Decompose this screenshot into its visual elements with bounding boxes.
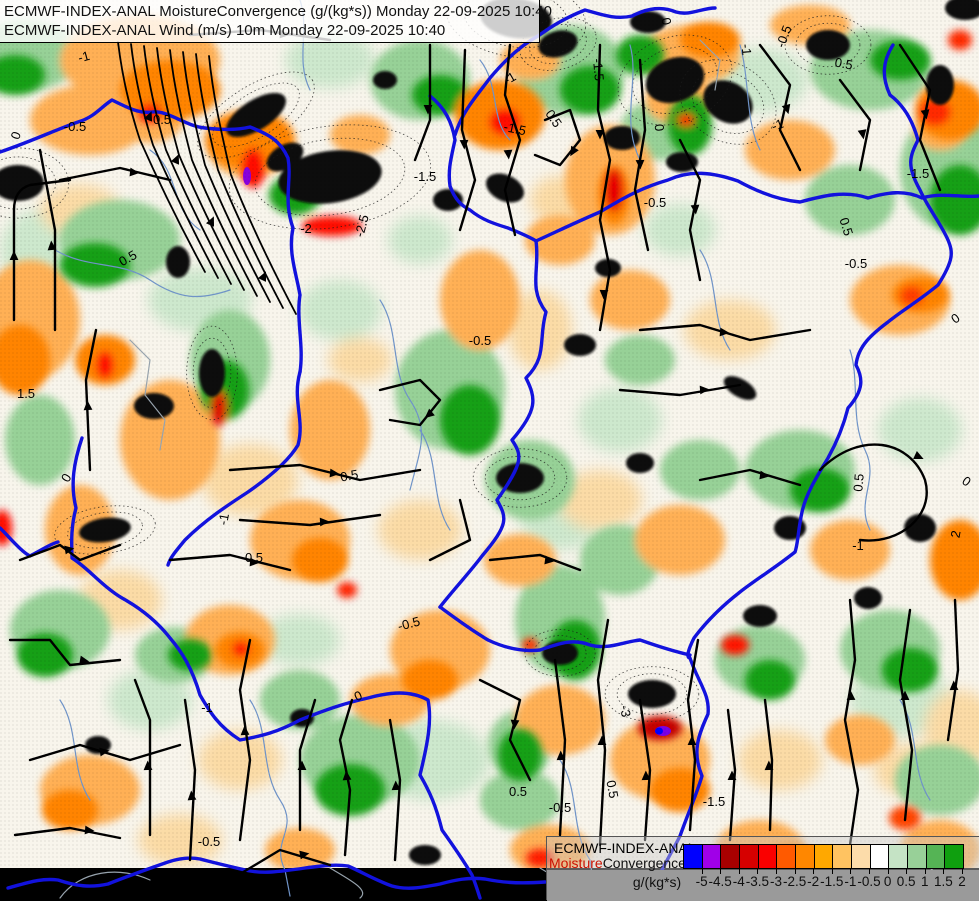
contour-label: 0 xyxy=(7,129,24,141)
legend-color-box xyxy=(851,845,870,868)
contour-label: 0 xyxy=(652,123,668,132)
contour-label: -0.5 xyxy=(64,119,86,134)
contour-label: -1 xyxy=(769,116,785,134)
legend-color-bar xyxy=(683,844,964,869)
legend-tick-label: -3 xyxy=(769,874,782,889)
legend-color-box xyxy=(757,845,777,868)
contour-label: 0.5 xyxy=(603,779,621,799)
legend-parameter: MoistureConvergence xyxy=(549,855,686,871)
legend-tick xyxy=(813,869,815,874)
legend-color-box xyxy=(739,845,758,868)
legend-tick-label: -1.5 xyxy=(820,874,844,889)
contour-label: -1 xyxy=(215,512,232,526)
contour-label: -2 xyxy=(300,221,312,236)
contour-label: -0.5 xyxy=(773,23,795,49)
legend-units: g/(kg*s) xyxy=(632,874,682,890)
contour-label: -1 xyxy=(76,48,91,65)
legend-tick xyxy=(720,869,722,874)
legend-tick-label: -2 xyxy=(807,874,820,889)
contour-label: 0.5 xyxy=(836,216,856,238)
legend-color-box xyxy=(684,845,702,868)
legend-tick-label: 0 xyxy=(883,874,892,889)
legend-color-box xyxy=(925,845,945,868)
legend-tick-label: -5 xyxy=(695,874,708,889)
legend-tick xyxy=(831,869,833,874)
legend-color-box xyxy=(944,845,964,868)
legend-color-box xyxy=(888,845,908,868)
contour-label: -1.5 xyxy=(703,794,725,809)
legend-panel: ECMWF-INDEX-ANAL MoistureConvergence g/(… xyxy=(546,836,979,901)
legend-tick xyxy=(794,869,796,874)
legend-tick-label: -1 xyxy=(844,874,857,889)
title-bar: ECMWF-INDEX-ANAL MoistureConvergence (g/… xyxy=(0,0,552,43)
contour-label: -0.5 xyxy=(469,333,491,348)
legend-title: ECMWF-INDEX-ANAL xyxy=(554,840,696,856)
contour-label: -1.5 xyxy=(590,58,607,82)
contour-label: 0.5 xyxy=(509,784,527,799)
legend-gray-band xyxy=(547,870,979,901)
title-moisture-convergence: ECMWF-INDEX-ANAL MoistureConvergence (g/… xyxy=(4,3,552,20)
legend-tick-label: -3.5 xyxy=(745,874,770,889)
contour-label: 0.5 xyxy=(834,55,854,73)
contour-label: 0.5 xyxy=(339,467,359,485)
contour-label: -0.5 xyxy=(396,614,422,634)
legend-tick-label: 1.5 xyxy=(934,874,953,889)
legend-tick-label: 1 xyxy=(921,874,929,889)
legend-tick xyxy=(962,869,963,874)
legend-parameter-part1: Moisture xyxy=(549,855,603,871)
contour-label: -1 xyxy=(201,700,213,715)
legend-tick-label: 2 xyxy=(958,874,966,889)
contour-label: -0.5 xyxy=(644,195,666,210)
legend-color-box xyxy=(907,845,926,868)
legend-tick xyxy=(943,869,945,874)
legend-color-box xyxy=(813,845,833,868)
contour-label: -0.5 xyxy=(198,834,220,849)
legend-color-box xyxy=(832,845,852,868)
wind-streamlines xyxy=(8,28,960,882)
legend-tick xyxy=(701,869,703,874)
legend-tick-label: -2.5 xyxy=(782,874,807,889)
legend-tick xyxy=(869,869,870,874)
legend-parameter-part2: Convergence xyxy=(602,855,686,871)
contour-label: 0.5 xyxy=(245,550,263,565)
contour-label: -3 xyxy=(617,704,634,718)
legend-tick-label: -0.5 xyxy=(857,874,881,889)
legend-color-box xyxy=(720,845,740,868)
contour-label: 0.5 xyxy=(850,473,867,492)
legend-color-box xyxy=(795,845,814,868)
contour-label: -0.5 xyxy=(549,800,571,815)
legend-tick xyxy=(924,869,926,874)
legend-tick xyxy=(906,869,908,874)
contour-label: -1.5 xyxy=(907,166,929,181)
legend-tick-label: 0.5 xyxy=(896,874,916,889)
legend-tick xyxy=(850,869,852,874)
stipple-texture xyxy=(0,0,979,868)
contour-label: 0 xyxy=(658,16,674,26)
legend-tick xyxy=(887,869,889,874)
title-wind: ECMWF-INDEX-ANAL Wind (m/s) 10m Monday 2… xyxy=(4,22,446,39)
contour-label: -0.5 xyxy=(845,256,867,271)
contour-label: -1.5 xyxy=(502,119,527,138)
legend-tick xyxy=(757,869,759,874)
contour-label: -2.5 xyxy=(352,213,372,239)
legend-tick xyxy=(738,869,740,874)
contour-label: -1 xyxy=(852,538,864,553)
legend-tick-label: -4 xyxy=(732,874,745,889)
rivers xyxy=(0,6,979,900)
legend-tick-label: -4.5 xyxy=(708,874,732,889)
legend-color-box xyxy=(869,845,889,868)
contour-label: 0.5 xyxy=(153,112,171,127)
legend-color-box xyxy=(701,845,721,868)
legend-tick xyxy=(776,869,777,874)
contour-label: -1.5 xyxy=(414,169,436,184)
contour-label: -1 xyxy=(739,43,755,56)
legend-color-box xyxy=(776,845,796,868)
contour-label: 1.5 xyxy=(17,386,35,401)
contour-label: 2 xyxy=(948,529,964,539)
